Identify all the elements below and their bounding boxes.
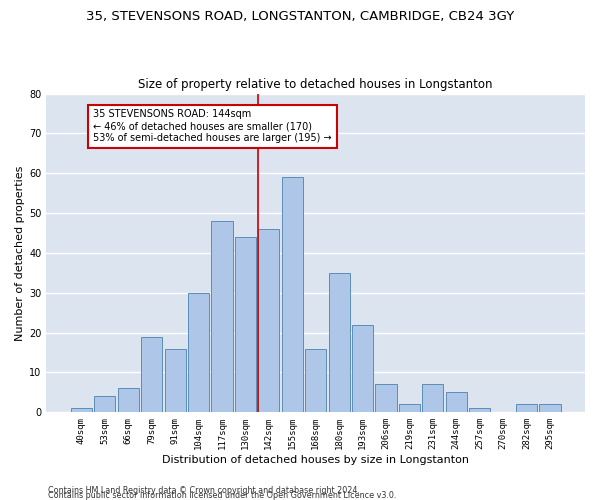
Bar — [305, 348, 326, 412]
Bar — [94, 396, 115, 412]
Bar — [329, 273, 350, 412]
Text: 35, STEVENSONS ROAD, LONGSTANTON, CAMBRIDGE, CB24 3GY: 35, STEVENSONS ROAD, LONGSTANTON, CAMBRI… — [86, 10, 514, 23]
Bar — [141, 336, 162, 412]
Bar — [188, 293, 209, 412]
Bar — [399, 404, 420, 412]
Bar — [118, 388, 139, 412]
Bar — [282, 177, 303, 412]
Bar — [235, 237, 256, 412]
Y-axis label: Number of detached properties: Number of detached properties — [15, 166, 25, 340]
Bar — [446, 392, 467, 412]
Text: 35 STEVENSONS ROAD: 144sqm
← 46% of detached houses are smaller (170)
53% of sem: 35 STEVENSONS ROAD: 144sqm ← 46% of deta… — [93, 110, 332, 142]
Bar — [352, 324, 373, 412]
Bar — [376, 384, 397, 412]
Bar — [422, 384, 443, 412]
Bar — [469, 408, 490, 412]
X-axis label: Distribution of detached houses by size in Longstanton: Distribution of detached houses by size … — [162, 455, 469, 465]
Bar — [539, 404, 560, 412]
Text: Contains public sector information licensed under the Open Government Licence v3: Contains public sector information licen… — [48, 490, 397, 500]
Bar — [516, 404, 537, 412]
Text: Contains HM Land Registry data © Crown copyright and database right 2024.: Contains HM Land Registry data © Crown c… — [48, 486, 360, 495]
Bar — [71, 408, 92, 412]
Title: Size of property relative to detached houses in Longstanton: Size of property relative to detached ho… — [139, 78, 493, 91]
Bar — [164, 348, 185, 412]
Bar — [211, 221, 233, 412]
Bar — [259, 229, 280, 412]
